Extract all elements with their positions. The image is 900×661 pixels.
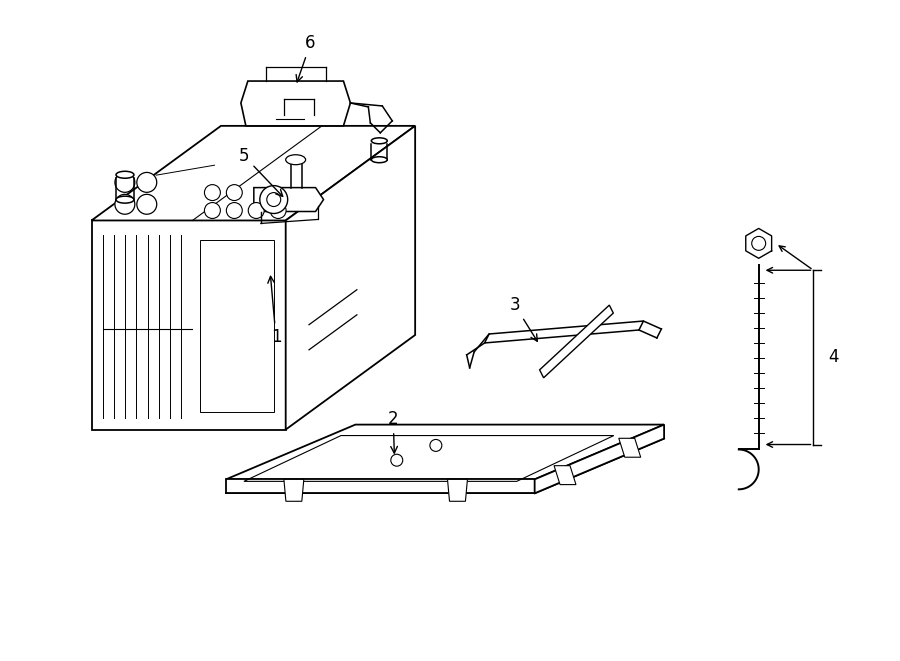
Polygon shape [92,126,415,221]
Ellipse shape [116,196,134,203]
Polygon shape [535,424,664,493]
Circle shape [204,202,220,219]
Circle shape [248,202,265,219]
Circle shape [137,173,157,192]
Text: 3: 3 [509,296,537,341]
Polygon shape [619,438,641,457]
Circle shape [204,184,220,200]
Ellipse shape [116,171,134,178]
Circle shape [266,192,281,206]
Polygon shape [554,466,576,485]
Ellipse shape [372,157,387,163]
Polygon shape [746,229,771,258]
Polygon shape [241,81,350,126]
Polygon shape [540,305,613,378]
Circle shape [430,440,442,451]
Text: 4: 4 [828,348,839,366]
Circle shape [226,184,242,200]
Circle shape [270,202,286,219]
Ellipse shape [285,155,306,165]
Circle shape [137,194,157,214]
Circle shape [226,202,242,219]
Polygon shape [92,221,285,430]
Circle shape [260,186,288,214]
Circle shape [115,194,135,214]
Text: 2: 2 [388,410,399,453]
Polygon shape [284,479,304,501]
Text: 6: 6 [296,34,316,82]
Polygon shape [285,126,415,430]
Polygon shape [447,479,467,501]
Polygon shape [254,188,323,212]
Polygon shape [226,479,535,493]
Text: 5: 5 [238,147,283,196]
Polygon shape [484,321,644,343]
Circle shape [391,454,402,466]
Circle shape [115,173,135,192]
Circle shape [752,237,766,251]
Polygon shape [226,424,664,479]
Text: 1: 1 [268,276,282,346]
Ellipse shape [372,137,387,144]
